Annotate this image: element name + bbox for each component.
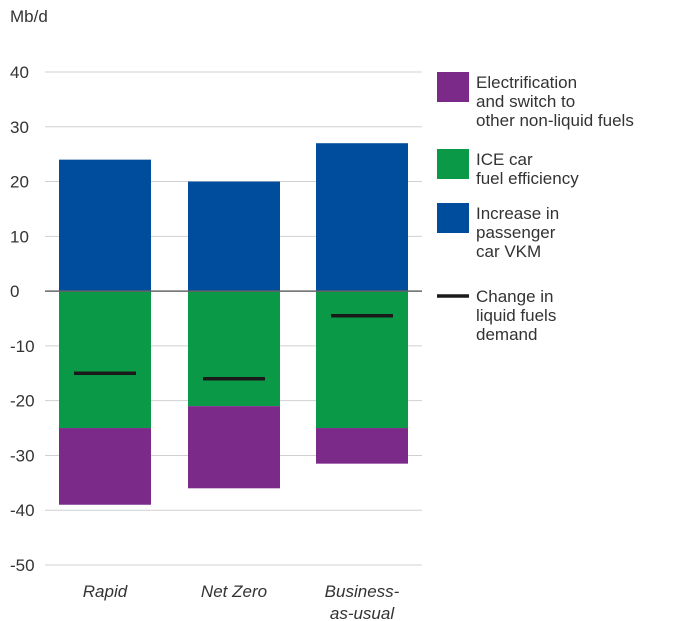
y-tick-label: -40 <box>10 501 35 520</box>
legend-swatch-vkm <box>437 203 469 233</box>
x-category-label: as-usual <box>330 604 395 621</box>
y-tick-label: 30 <box>10 118 29 137</box>
legend-label: Change in <box>476 287 554 306</box>
y-tick-label: -10 <box>10 337 35 356</box>
x-category-label: Business- <box>325 582 400 601</box>
x-category-label: Net Zero <box>201 582 267 601</box>
change-markers <box>74 314 393 381</box>
y-tick-label: 10 <box>10 227 29 246</box>
y-axis: 40 30 20 10 0 -10 -20 -30 -40 -50 <box>10 63 35 575</box>
bar-segment-vkm <box>316 143 408 292</box>
y-tick-label: 20 <box>10 173 29 192</box>
y-tick-label: 0 <box>10 282 19 301</box>
legend-swatch-ice <box>437 149 469 179</box>
bar-segment-ice <box>59 291 151 429</box>
x-category-label: Rapid <box>83 582 128 601</box>
y-tick-label: -20 <box>10 392 35 411</box>
y-tick-label: 40 <box>10 63 29 82</box>
legend-label: passenger <box>476 223 556 242</box>
legend-label: Increase in <box>476 204 559 223</box>
y-tick-label: -50 <box>10 556 35 575</box>
bar-segment-vkm <box>59 159 151 292</box>
bar-segment-electrification <box>188 406 280 489</box>
bar-segment-electrification <box>59 428 151 505</box>
bars <box>59 143 408 505</box>
legend-label: ICE car <box>476 150 533 169</box>
legend-label: demand <box>476 325 537 344</box>
legend-label: Electrification <box>476 73 577 92</box>
bar-segment-ice <box>316 291 408 429</box>
legend-label: fuel efficiency <box>476 169 579 188</box>
y-tick-label: -30 <box>10 446 35 465</box>
legend-label: other non-liquid fuels <box>476 111 634 130</box>
bar-segment-vkm <box>188 181 280 292</box>
x-axis: Rapid Net Zero Business-as-usual <box>83 582 400 621</box>
legend-label: car VKM <box>476 242 541 261</box>
y-unit-label: Mb/d <box>10 7 48 26</box>
bar-segment-ice <box>188 291 280 407</box>
legend-label: liquid fuels <box>476 306 556 325</box>
bar-segment-electrification <box>316 428 408 464</box>
legend-swatch-electrification <box>437 72 469 102</box>
legend-label: and switch to <box>476 92 575 111</box>
